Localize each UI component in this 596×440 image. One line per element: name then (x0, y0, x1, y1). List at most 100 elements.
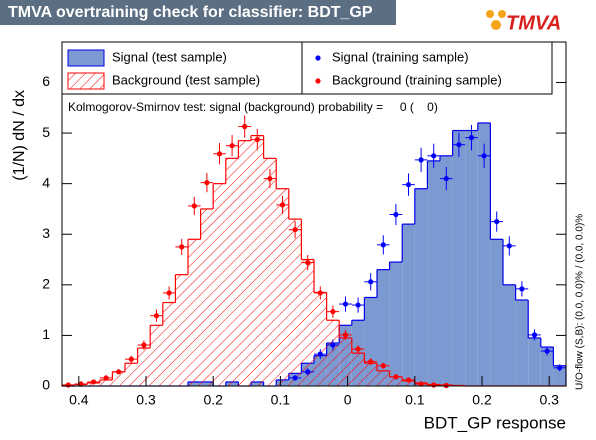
histogram-bin (414, 188, 428, 386)
data-point (557, 365, 563, 371)
data-point (481, 153, 487, 159)
histogram-bin (490, 239, 503, 386)
data-point (431, 382, 437, 388)
y-tick-label: 1 (42, 326, 50, 342)
histogram-bin (553, 365, 566, 386)
histogram-bin (288, 219, 302, 386)
data-point (418, 157, 424, 163)
data-point (279, 202, 286, 208)
data-point (368, 359, 374, 365)
histogram-bin (137, 348, 151, 386)
data-point (216, 151, 223, 157)
data-point (305, 259, 311, 266)
histogram-bin (263, 158, 277, 386)
histogram-bin (276, 188, 289, 386)
y-tick-label: 4 (42, 174, 50, 190)
data-point (103, 375, 109, 381)
y-tick-label: 2 (42, 276, 50, 292)
overflow-note: U/O-flow (S,B): (0.0, 0.0)% / (0.0, 0.0)… (575, 214, 586, 390)
data-point (393, 211, 399, 218)
histogram-bin (389, 262, 403, 386)
data-point (342, 301, 349, 307)
histogram-bin (251, 135, 264, 386)
data-point (405, 182, 412, 188)
logo: TMVA (486, 10, 561, 34)
histogram-bin (213, 183, 226, 386)
data-point (317, 351, 323, 357)
data-point (418, 381, 424, 387)
data-point (179, 244, 185, 250)
y-axis-label: (1/N) dN / dx (11, 90, 28, 181)
data-point (443, 175, 449, 182)
legend-marker (315, 55, 321, 61)
legend-label: Background (training sample) (332, 72, 502, 87)
histogram-bin (528, 337, 541, 386)
data-point (128, 356, 134, 362)
histogram-bin (314, 292, 327, 386)
x-tick-label: 0.1 (405, 392, 425, 408)
x-tick-label: 0.2 (472, 392, 492, 408)
legend-swatch (67, 72, 105, 90)
data-point (242, 123, 248, 130)
histogram-bin (377, 269, 390, 386)
x-tick-label: 0.4 (69, 392, 89, 408)
histogram-bin (440, 155, 453, 386)
ks-annotation: Kolmogorov-Smirnov test: signal (backgro… (68, 100, 438, 114)
data-point (229, 143, 235, 149)
histogram-bin (238, 140, 251, 386)
histogram-bin (175, 274, 188, 386)
legend-label: Background (test sample) (112, 72, 260, 87)
histogram-bin (389, 376, 403, 386)
data-point (65, 382, 71, 388)
legend-swatch (67, 49, 105, 67)
data-point (506, 243, 512, 249)
data-point (90, 379, 97, 385)
data-point (292, 375, 298, 381)
histogram-bin (112, 371, 125, 386)
data-point (330, 309, 336, 315)
data-point (431, 153, 437, 159)
legend-box (301, 41, 553, 95)
data-point (305, 369, 311, 375)
data-point (443, 382, 449, 389)
data-point (468, 135, 475, 141)
histogram-bin (162, 302, 176, 386)
chart-title: TMVA overtraining check for classifier: … (8, 4, 373, 21)
histogram-bin (503, 284, 516, 386)
histogram-bin (452, 130, 466, 386)
logo-dot (491, 20, 501, 30)
data-point (330, 342, 336, 348)
histogram-bin (515, 300, 529, 386)
data-point (519, 286, 525, 292)
histogram-bin (99, 379, 113, 386)
histogram-bin (465, 130, 478, 386)
data-point (494, 218, 500, 225)
histogram-bin (301, 259, 314, 386)
data-point (78, 381, 84, 387)
data-point (380, 242, 386, 248)
histogram-bin (477, 122, 491, 387)
data-point (141, 342, 147, 348)
y-tick-label: 6 (42, 73, 50, 89)
x-axis-label: BDT_GP response (424, 413, 566, 432)
legend-marker (315, 78, 321, 84)
data-point (380, 363, 386, 369)
histogram-bin (200, 208, 214, 386)
y-tick-label: 5 (42, 124, 50, 140)
x-tick-label: 0.3 (136, 392, 156, 408)
histogram-bin (402, 224, 415, 386)
histogram-bin (188, 239, 201, 386)
data-point (292, 227, 298, 233)
data-point (254, 137, 260, 143)
data-point (355, 302, 361, 308)
plot-area (61, 115, 567, 389)
data-point (166, 290, 172, 296)
data-point (405, 377, 412, 383)
data-point (204, 180, 210, 186)
y-tick-label: 3 (42, 225, 50, 241)
data-point (531, 332, 538, 338)
histogram-bin (351, 353, 365, 386)
data-point (191, 203, 197, 209)
x-tick-label: 0.3 (539, 392, 559, 408)
